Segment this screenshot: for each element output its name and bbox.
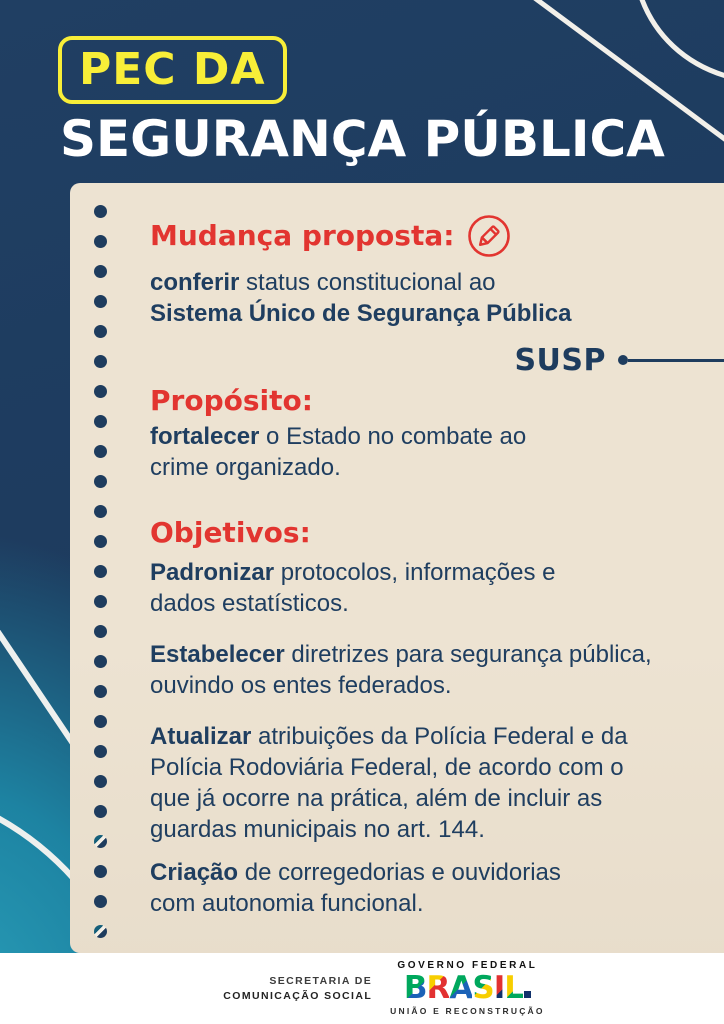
proposito-lead: fortalecer [150,423,260,450]
perforation-dot [94,325,107,338]
perforation-dot [94,535,107,548]
secom-wordmark: SECRETARIA DE COMUNICAÇÃO SOCIAL [223,974,372,1004]
section-heading-proposito: Propósito: [150,384,313,417]
brasil-letter: A [449,970,473,1006]
brasil-letter: R [426,970,450,1006]
mudanca-lead: conferir [150,269,240,296]
perforation-dot [94,745,107,758]
objetivo-lead: Padronizar [150,559,275,586]
perforation-dot [94,865,107,878]
mudanca-rest: status constitucional ao [246,269,496,296]
perforation-dot [94,835,107,848]
brasil-letter: B [403,970,428,1006]
perforation-dot [94,805,107,818]
objetivo-lead: Atualizar [150,723,252,750]
governo-federal-logo: GOVERNO FEDERAL BRASIL UNIÃO E RECONSTRU… [390,960,545,1017]
perforation-dot [94,925,107,938]
objetivo-rest: protocolos, informações e dados estatíst… [150,559,556,617]
footer-content: SECRETARIA DE COMUNICAÇÃO SOCIAL GOVERNO… [223,960,544,1017]
title-badge-text: PEC DA [79,44,266,95]
mudanca-heading-text: Mudança proposta: [150,219,455,252]
mudanca-bold-line: Sistema Único de Segurança Pública [150,300,572,327]
susp-connector-line [628,358,724,362]
objetivo-rest: diretrizes para segurança pública, ouvin… [150,641,652,699]
uniao-reconstrucao-label: UNIÃO E RECONSTRUÇÃO [390,1006,545,1016]
objetivo-item-estabelecer: Estabelecer diretrizes para segurança pú… [150,639,704,701]
pencil-icon [468,215,511,257]
perforation-dot [94,775,107,788]
footer: SECRETARIA DE COMUNICAÇÃO SOCIAL GOVERNO… [0,953,724,1024]
perforation-dot [94,235,107,248]
perforation-dot [94,505,107,518]
mudanca-text: conferir status constitucional ao Sistem… [150,267,704,329]
perforation-dot [94,715,107,728]
governo-federal-label: GOVERNO FEDERAL [397,960,538,971]
perforation-dot [94,265,107,278]
section-heading-mudanca: Mudança proposta: [150,213,704,259]
perforation-dot [94,385,107,398]
objetivo-item-padronizar: Padronizar protocolos, informações e dad… [150,557,704,619]
objetivo-item-criacao: Criação de corregedorias e ouvidorias co… [150,857,704,919]
brasil-letter: S [472,970,494,1006]
objetivo-lead: Estabelecer [150,641,285,668]
objetivo-rest: de corregedorias e ouvidorias com autono… [150,859,561,917]
brasil-letter: I [493,970,506,1006]
perforation-dots [94,205,108,955]
perforation-dot [94,475,107,488]
perforation-dot [94,415,107,428]
page-title: SEGURANÇA PÚBLICA [60,110,665,168]
perforation-dot [94,895,107,908]
brasil-logotype: BRASIL [390,972,545,1004]
brasil-logo-square [524,991,531,998]
objetivo-rest: atribuições da Polícia Federal e da Polí… [150,723,628,843]
header: PEC DA SEGURANÇA PÚBLICA [58,36,665,168]
proposito-rest: o Estado no combate ao crime organizado. [150,423,527,481]
section-heading-objetivos: Objetivos: [150,516,311,549]
brasil-letter: L [504,970,524,1006]
perforation-dot [94,595,107,608]
perforation-dot [94,625,107,638]
objetivo-lead: Criação [150,859,239,886]
card-content: Mudança proposta: conferir status consti… [70,183,724,919]
susp-bullet [618,355,628,365]
perforation-dot [94,685,107,698]
objetivo-item-atualizar: Atualizar atribuições da Polícia Federal… [150,721,704,845]
title-badge: PEC DA [58,36,287,104]
perforation-dot [94,355,107,368]
content-card: Mudança proposta: conferir status consti… [70,183,724,953]
perforation-dot [94,565,107,578]
proposito-text: fortalecer o Estado no combate ao crime … [150,421,704,483]
secretaria-line1: SECRETARIA DE [269,974,373,987]
susp-label: SUSP [514,342,606,378]
perforation-dot [94,655,107,668]
susp-callout: SUSP [150,342,724,378]
perforation-dot [94,445,107,458]
secretaria-line2: COMUNICAÇÃO SOCIAL [223,989,373,1002]
perforation-dot [94,205,107,218]
decorative-lines-bottom-left [0,629,80,882]
perforation-dot [94,295,107,308]
